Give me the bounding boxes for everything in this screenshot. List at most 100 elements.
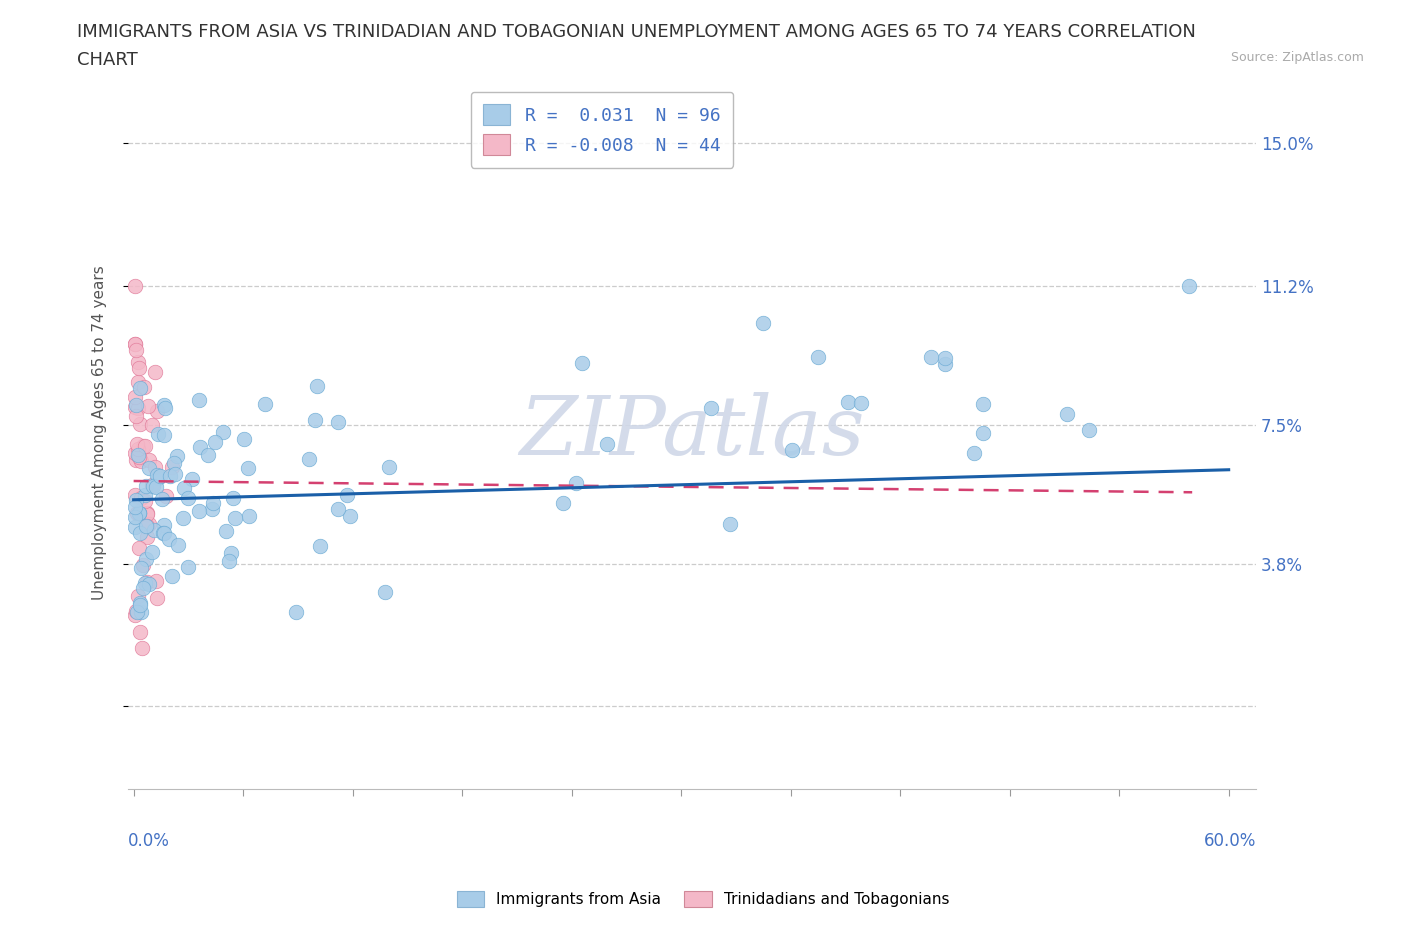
Point — [298, 452, 321, 467]
Point — [224, 511, 246, 525]
Point — [285, 605, 308, 620]
Point — [124, 445, 146, 460]
Point — [565, 475, 588, 490]
Point — [124, 487, 146, 502]
Point — [780, 442, 803, 457]
Point — [699, 400, 721, 415]
Point — [131, 605, 153, 620]
Point — [125, 452, 148, 467]
Point — [187, 504, 209, 519]
Point — [304, 413, 326, 428]
Point — [132, 379, 155, 394]
Point — [131, 641, 153, 656]
Point — [135, 519, 157, 534]
Point — [128, 506, 150, 521]
Point — [136, 398, 159, 413]
Point — [378, 459, 401, 474]
Point — [134, 493, 156, 508]
Point — [129, 561, 152, 576]
Point — [138, 577, 160, 591]
Point — [134, 439, 156, 454]
Point — [141, 477, 163, 492]
Point — [173, 480, 195, 495]
Point — [134, 576, 156, 591]
Point — [146, 471, 169, 485]
Point — [202, 495, 225, 510]
Point — [155, 488, 177, 503]
Point — [188, 439, 211, 454]
Legend: Immigrants from Asia, Trinidadians and Tobagonians: Immigrants from Asia, Trinidadians and T… — [450, 884, 956, 913]
Point — [129, 490, 152, 505]
Point — [145, 480, 167, 495]
Point — [132, 557, 155, 572]
Point — [150, 491, 173, 506]
Point — [201, 502, 224, 517]
Point — [129, 525, 152, 540]
Point — [837, 395, 859, 410]
Point — [146, 467, 169, 482]
Point — [124, 499, 146, 514]
Point — [181, 472, 204, 486]
Point — [188, 393, 211, 408]
Point — [374, 585, 396, 600]
Point — [136, 507, 159, 522]
Point — [138, 516, 160, 531]
Point — [136, 506, 159, 521]
Point — [1056, 406, 1078, 421]
Point — [129, 598, 152, 613]
Point — [136, 529, 159, 544]
Point — [152, 525, 174, 540]
Point — [339, 508, 361, 523]
Point — [149, 469, 172, 484]
Point — [1177, 278, 1199, 293]
Text: Source: ZipAtlas.com: Source: ZipAtlas.com — [1230, 51, 1364, 64]
Point — [972, 397, 994, 412]
Point — [143, 365, 166, 379]
Point — [153, 401, 176, 416]
Point — [167, 538, 190, 553]
Point — [128, 624, 150, 639]
Point — [127, 447, 149, 462]
Point — [142, 523, 165, 538]
Y-axis label: Unemployment Among Ages 65 to 74 years: Unemployment Among Ages 65 to 74 years — [93, 265, 107, 600]
Point — [124, 400, 146, 415]
Point — [135, 479, 157, 494]
Point — [204, 435, 226, 450]
Point — [972, 426, 994, 441]
Point — [127, 589, 149, 604]
Point — [145, 591, 167, 605]
Point — [172, 511, 194, 525]
Point — [134, 487, 156, 502]
Point — [177, 491, 200, 506]
Point — [157, 532, 180, 547]
Point — [125, 408, 148, 423]
Point — [124, 337, 146, 352]
Point — [212, 424, 235, 439]
Point — [197, 447, 219, 462]
Point — [125, 493, 148, 508]
Point — [253, 397, 276, 412]
Point — [221, 490, 243, 505]
Text: ZIPatlas: ZIPatlas — [519, 392, 865, 472]
Point — [128, 450, 150, 465]
Point — [571, 356, 593, 371]
Point — [145, 459, 167, 474]
Point — [128, 541, 150, 556]
Point — [136, 575, 159, 590]
Point — [125, 604, 148, 618]
Point — [124, 390, 146, 405]
Legend: R =  0.031  N = 96, R = -0.008  N = 44: R = 0.031 N = 96, R = -0.008 N = 44 — [471, 92, 733, 167]
Point — [152, 427, 174, 442]
Point — [127, 354, 149, 369]
Point — [807, 350, 830, 365]
Point — [326, 415, 349, 430]
Point — [238, 508, 260, 523]
Point — [128, 506, 150, 521]
Point — [125, 342, 148, 357]
Point — [124, 278, 146, 293]
Point — [124, 520, 146, 535]
Point — [215, 524, 238, 538]
Point — [159, 469, 181, 484]
Point — [136, 518, 159, 533]
Point — [934, 357, 956, 372]
